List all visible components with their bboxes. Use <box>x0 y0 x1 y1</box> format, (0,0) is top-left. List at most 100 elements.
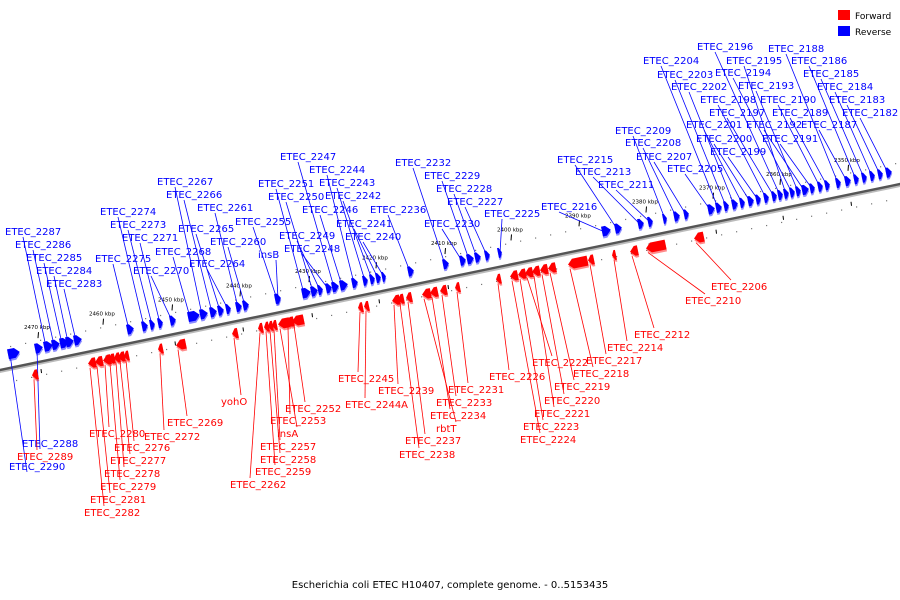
gene-etec-2218-label[interactable]: ETEC_2218 <box>573 369 629 380</box>
gene-etec-2283-label[interactable]: ETEC_2283 <box>46 279 102 290</box>
gene-etec-2206-label[interactable]: ETEC_2206 <box>711 282 767 293</box>
gene-etec-2237-label[interactable]: ETEC_2237 <box>405 436 461 447</box>
gene-etec-2183-label[interactable]: ETEC_2183 <box>829 95 885 106</box>
gene-etec-2279-label[interactable]: ETEC_2279 <box>100 482 156 493</box>
gene-etec-2212-label[interactable]: ETEC_2212 <box>634 330 690 341</box>
gene-etec-2217-label[interactable]: ETEC_2217 <box>586 356 642 367</box>
gene-etec-2242-label[interactable]: ETEC_2242 <box>325 191 381 202</box>
gene-etec-2199-label[interactable]: ETEC_2199 <box>710 147 766 158</box>
gene-etec-2209-label[interactable]: ETEC_2209 <box>615 126 671 137</box>
gene-etec-2190-label[interactable]: ETEC_2190 <box>760 95 816 106</box>
gene-etec-2280-label[interactable]: ETEC_2280 <box>89 429 145 440</box>
gene-etec-2214-label[interactable]: ETEC_2214 <box>607 343 663 354</box>
gene-yoho-label[interactable]: yohO <box>221 397 247 408</box>
gene-etec-2186-label[interactable]: ETEC_2186 <box>791 56 847 67</box>
gene-etec-2230-label[interactable]: ETEC_2230 <box>424 219 480 230</box>
gene-etec-2284-label[interactable]: ETEC_2284 <box>36 266 92 277</box>
gene-etec-2243-label[interactable]: ETEC_2243 <box>319 178 375 189</box>
gene-etec-2272-label[interactable]: ETEC_2272 <box>144 432 200 443</box>
gene-etec-2223-label[interactable]: ETEC_2223 <box>523 422 579 433</box>
gene-etec-2229-label[interactable]: ETEC_2229 <box>424 171 480 182</box>
gene-etec-2210-label[interactable]: ETEC_2210 <box>685 296 741 307</box>
gene-etec-2252-label[interactable]: ETEC_2252 <box>285 404 341 415</box>
gene-rbtt-label[interactable]: rbtT <box>436 424 457 435</box>
gene-etec-2236-label[interactable]: ETEC_2236 <box>370 205 426 216</box>
gene-etec-2289-label[interactable]: ETEC_2289 <box>17 452 73 463</box>
gene-etec-2287-label[interactable]: ETEC_2287 <box>5 227 61 238</box>
gene-etec-2267-label[interactable]: ETEC_2267 <box>157 177 213 188</box>
gene-etec-2277-label[interactable]: ETEC_2277 <box>110 456 166 467</box>
gene-etec-2187-label[interactable]: ETEC_2187 <box>801 120 857 131</box>
gene-etec-2194-label[interactable]: ETEC_2194 <box>715 68 771 79</box>
gene-etec-2201-label[interactable]: ETEC_2201 <box>686 120 742 131</box>
gene-etec-2240-label[interactable]: ETEC_2240 <box>345 232 401 243</box>
gene-etec-2248-label[interactable]: ETEC_2248 <box>284 244 340 255</box>
gene-etec-2275-label[interactable]: ETEC_2275 <box>95 254 151 265</box>
gene-etec-2205-label[interactable]: ETEC_2205 <box>667 164 723 175</box>
gene-etec-2265-label[interactable]: ETEC_2265 <box>178 224 234 235</box>
gene-etec-2202-label[interactable]: ETEC_2202 <box>671 82 727 93</box>
gene-etec-2231-label[interactable]: ETEC_2231 <box>448 385 504 396</box>
gene-etec-2204-label[interactable]: ETEC_2204 <box>643 56 699 67</box>
gene-etec-2278-label[interactable]: ETEC_2278 <box>104 469 160 480</box>
gene-etec-2281-label[interactable]: ETEC_2281 <box>90 495 146 506</box>
gene-etec-2258-label[interactable]: ETEC_2258 <box>260 455 316 466</box>
gene-etec-2203-label[interactable]: ETEC_2203 <box>657 70 713 81</box>
gene-etec-2253-label[interactable]: ETEC_2253 <box>270 416 326 427</box>
gene-etec-2200-label[interactable]: ETEC_2200 <box>696 134 752 145</box>
gene-etec-2193-label[interactable]: ETEC_2193 <box>738 81 794 92</box>
gene-etec-2245-label[interactable]: ETEC_2245 <box>338 374 394 385</box>
gene-etec-2198-label[interactable]: ETEC_2198 <box>700 95 756 106</box>
gene-etec-2207-label[interactable]: ETEC_2207 <box>636 152 692 163</box>
gene-etec-2208-label[interactable]: ETEC_2208 <box>625 138 681 149</box>
gene-etec-2192-label[interactable]: ETEC_2192 <box>746 120 802 131</box>
gene-etec-2241-label[interactable]: ETEC_2241 <box>336 219 392 230</box>
gene-etec-2262-label[interactable]: ETEC_2262 <box>230 480 286 491</box>
gene-etec-2215-label[interactable]: ETEC_2215 <box>557 155 613 166</box>
gene-etec-2221-label[interactable]: ETEC_2221 <box>534 409 590 420</box>
gene-etec-2232-label[interactable]: ETEC_2232 <box>395 158 451 169</box>
gene-etec-2274-label[interactable]: ETEC_2274 <box>100 207 156 218</box>
gene-etec-2182-label[interactable]: ETEC_2182 <box>842 108 898 119</box>
gene-etec-2273-label[interactable]: ETEC_2273 <box>110 220 166 231</box>
gene-etec-2184-label[interactable]: ETEC_2184 <box>817 82 873 93</box>
gene-etec-2250-label[interactable]: ETEC_2250 <box>268 192 324 203</box>
gene-etec-2290-label[interactable]: ETEC_2290 <box>9 462 65 473</box>
gene-etec-2286-label[interactable]: ETEC_2286 <box>15 240 71 251</box>
gene-insb-label[interactable]: insB <box>258 250 279 261</box>
gene-etec-2227-label[interactable]: ETEC_2227 <box>447 197 503 208</box>
gene-etec-2216-label[interactable]: ETEC_2216 <box>541 202 597 213</box>
gene-etec-2185-label[interactable]: ETEC_2185 <box>803 69 859 80</box>
gene-etec-2255-label[interactable]: ETEC_2255 <box>235 217 291 228</box>
gene-etec-2249-label[interactable]: ETEC_2249 <box>279 231 335 242</box>
gene-etec-2219-label[interactable]: ETEC_2219 <box>554 382 610 393</box>
gene-etec-2251-label[interactable]: ETEC_2251 <box>258 179 314 190</box>
gene-etec-2268-label[interactable]: ETEC_2268 <box>155 247 211 258</box>
gene-etec-2225-label[interactable]: ETEC_2225 <box>484 209 540 220</box>
gene-etec-2270-label[interactable]: ETEC_2270 <box>133 266 189 277</box>
gene-etec-2266-label[interactable]: ETEC_2266 <box>166 190 222 201</box>
gene-etec-2211-label[interactable]: ETEC_2211 <box>598 180 654 191</box>
gene-etec-2188-label[interactable]: ETEC_2188 <box>768 44 824 55</box>
gene-etec-2269-label[interactable]: ETEC_2269 <box>167 418 223 429</box>
gene-etec-2197-label[interactable]: ETEC_2197 <box>709 108 765 119</box>
gene-etec-2282-label[interactable]: ETEC_2282 <box>84 508 140 519</box>
gene-etec-2246-label[interactable]: ETEC_2246 <box>302 205 358 216</box>
gene-etec-2247-label[interactable]: ETEC_2247 <box>280 152 336 163</box>
gene-etec-2238-label[interactable]: ETEC_2238 <box>399 450 455 461</box>
gene-etec-2244-label[interactable]: ETEC_2244 <box>309 165 365 176</box>
gene-insa-label[interactable]: insA <box>277 429 298 440</box>
gene-etec-2244a-label[interactable]: ETEC_2244A <box>345 400 408 411</box>
gene-etec-2213-label[interactable]: ETEC_2213 <box>575 167 631 178</box>
gene-etec-2239-label[interactable]: ETEC_2239 <box>378 386 434 397</box>
gene-etec-2220-label[interactable]: ETEC_2220 <box>544 396 600 407</box>
gene-etec-2228-label[interactable]: ETEC_2228 <box>436 184 492 195</box>
gene-etec-2191-label[interactable]: ETEC_2191 <box>762 134 818 145</box>
gene-etec-2264-label[interactable]: ETEC_2264 <box>189 259 245 270</box>
gene-etec-2234-label[interactable]: ETEC_2234 <box>430 411 486 422</box>
gene-etec-2271-label[interactable]: ETEC_2271 <box>122 233 178 244</box>
gene-etec-2276-label[interactable]: ETEC_2276 <box>114 443 170 454</box>
gene-etec-2288-label[interactable]: ETEC_2288 <box>22 439 78 450</box>
gene-etec-2196-label[interactable]: ETEC_2196 <box>697 42 753 53</box>
gene-etec-2259-label[interactable]: ETEC_2259 <box>255 467 311 478</box>
